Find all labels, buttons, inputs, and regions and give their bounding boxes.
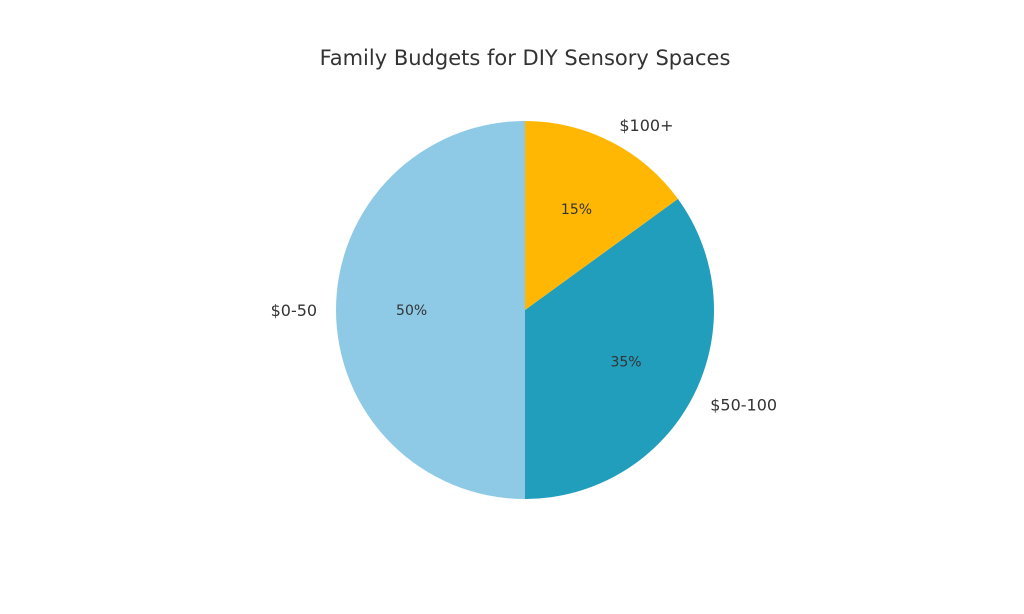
pie-slice-0 — [336, 121, 525, 499]
slice-label: $0-50 — [271, 301, 318, 320]
chart-title: Family Budgets for DIY Sensory Spaces — [320, 46, 731, 70]
pie-slice-2 — [525, 120, 678, 310]
slice-percent-label: 50% — [396, 303, 427, 319]
slice-percent-label: 15% — [561, 202, 592, 218]
slice-percent-label: 35% — [610, 354, 641, 370]
slice-label: $50-100 — [710, 395, 777, 414]
pie-slice-1 — [525, 198, 714, 500]
slice-label: $100+ — [619, 116, 673, 135]
